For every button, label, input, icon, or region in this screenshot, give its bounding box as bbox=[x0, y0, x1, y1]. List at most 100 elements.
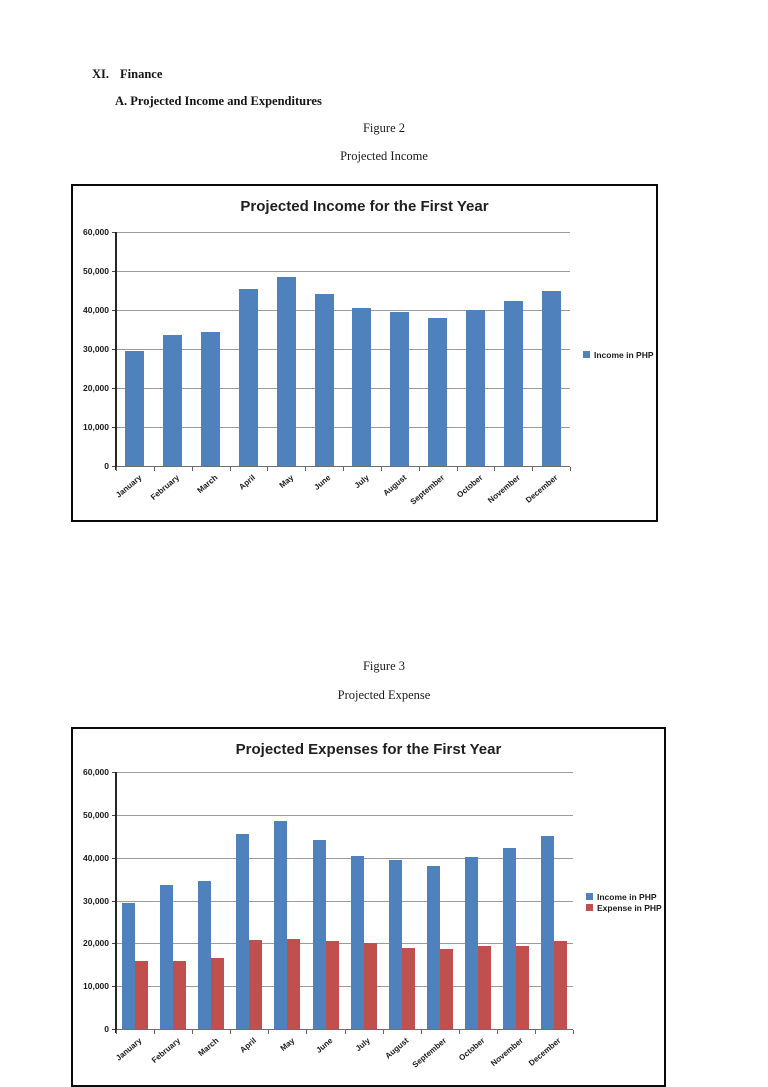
chart-title: Projected Expenses for the First Year bbox=[235, 741, 502, 758]
income-bar-july bbox=[350, 856, 364, 1029]
y-axis-tick bbox=[112, 310, 116, 311]
chart-title: Projected Income for the First Year bbox=[240, 198, 489, 215]
income-bar-march bbox=[201, 331, 221, 466]
income-bar-august bbox=[388, 860, 402, 1029]
section-title: Finance bbox=[120, 67, 163, 81]
x-axis-tick bbox=[532, 467, 534, 471]
gridline bbox=[116, 388, 570, 389]
x-axis-tick bbox=[191, 467, 193, 471]
x-axis-tick bbox=[268, 1030, 270, 1034]
gridline bbox=[116, 986, 573, 988]
x-axis-label-october: October bbox=[457, 1036, 487, 1063]
x-axis-tick bbox=[230, 1030, 232, 1034]
x-axis-label-december: December bbox=[524, 473, 560, 505]
y-axis-tick-label: 10,000 bbox=[83, 422, 109, 432]
income-bar-may bbox=[274, 821, 288, 1029]
figure3-caption: Projected Expense bbox=[337, 688, 431, 702]
x-axis-tick bbox=[116, 467, 117, 471]
income-bar-june bbox=[314, 293, 334, 466]
x-axis-label-april: April bbox=[238, 1036, 259, 1055]
figure3-label: Figure 3 bbox=[362, 659, 405, 673]
x-axis-label-january: January bbox=[114, 1036, 144, 1063]
y-axis-tick-label: 50,000 bbox=[83, 809, 109, 820]
gridline bbox=[116, 900, 573, 902]
y-axis-tick-label: 20,000 bbox=[83, 383, 109, 393]
income-bar-february bbox=[163, 334, 183, 466]
legend-entry-expense-in-php: Expense in PHP bbox=[586, 902, 662, 913]
income-bar-january bbox=[125, 351, 145, 466]
y-axis-tick-label: 30,000 bbox=[83, 895, 109, 906]
income-legend-swatch bbox=[586, 893, 593, 900]
expense-bar-june bbox=[325, 941, 339, 1029]
x-axis-tick bbox=[570, 467, 571, 471]
expense-bar-april bbox=[249, 939, 263, 1029]
y-axis-tick bbox=[112, 232, 116, 233]
expense-bar-august bbox=[401, 947, 415, 1029]
section-number: XI. bbox=[92, 67, 110, 81]
y-axis-tick bbox=[112, 772, 116, 773]
y-axis-tick bbox=[112, 943, 116, 945]
income-bar-june bbox=[312, 839, 326, 1029]
gridline bbox=[116, 427, 570, 428]
chart-legend: Income in PHP Expense in PHP bbox=[586, 891, 662, 913]
figure2-caption: Projected Income bbox=[340, 149, 428, 163]
expense-chart: Projected Expenses for the First Year 0 10… bbox=[71, 727, 666, 1087]
legend-entry-income-in-php: Income in PHP bbox=[586, 891, 662, 902]
gridline bbox=[116, 857, 573, 859]
x-axis-tick bbox=[116, 1030, 117, 1034]
y-axis-tick bbox=[112, 986, 116, 988]
gridline bbox=[116, 310, 570, 311]
y-axis-tick-label: 0 bbox=[104, 461, 109, 471]
x-axis-label-september: September bbox=[408, 473, 447, 507]
expense-bar-may bbox=[287, 939, 301, 1029]
income-bar-november bbox=[502, 848, 516, 1029]
x-axis-tick bbox=[382, 1030, 384, 1034]
x-axis-label-february: February bbox=[149, 473, 182, 502]
income-bar-december bbox=[541, 836, 554, 1029]
expense-bar-february bbox=[173, 960, 187, 1029]
x-axis-label-february: February bbox=[149, 1036, 182, 1065]
y-axis-tick-label: 40,000 bbox=[83, 305, 109, 315]
x-axis-tick bbox=[229, 467, 231, 471]
y-axis-tick-label: 10,000 bbox=[83, 981, 109, 992]
y-axis-tick-label: 30,000 bbox=[83, 344, 109, 354]
income-bar-october bbox=[464, 857, 478, 1029]
y-axis-tick-label: 20,000 bbox=[83, 938, 109, 949]
section-heading: XI. Finance bbox=[92, 67, 162, 82]
y-axis-tick-label: 40,000 bbox=[83, 852, 109, 863]
x-axis-tick bbox=[573, 1030, 574, 1034]
y-axis-tick bbox=[112, 466, 116, 467]
income-bar-january bbox=[122, 902, 135, 1029]
legend-label: Income in PHP bbox=[594, 349, 654, 360]
income-chart: Projected Income for the First Year 0 10,0… bbox=[71, 184, 658, 522]
gridline bbox=[116, 943, 573, 945]
gridline bbox=[116, 232, 570, 233]
income-bar-october bbox=[465, 309, 485, 466]
x-axis-label-june: June bbox=[314, 1036, 335, 1055]
x-axis-label-june: June bbox=[312, 473, 333, 492]
x-axis-label-march: March bbox=[195, 473, 220, 496]
y-axis-tick bbox=[112, 900, 116, 902]
x-axis-tick bbox=[153, 467, 155, 471]
income-bar-july bbox=[352, 308, 372, 466]
income-bar-may bbox=[276, 276, 296, 466]
x-axis-label-october: October bbox=[454, 473, 485, 500]
gridline bbox=[116, 271, 570, 272]
x-axis-tick bbox=[154, 1030, 156, 1034]
x-axis-label-march: March bbox=[196, 1036, 220, 1059]
x-axis-label-july: July bbox=[354, 1036, 373, 1054]
x-axis-line bbox=[116, 466, 570, 467]
legend-label: Expense in PHP bbox=[597, 902, 662, 913]
plot-area bbox=[116, 772, 573, 1030]
gridline bbox=[116, 814, 573, 816]
expense-bar-november bbox=[515, 945, 529, 1029]
x-axis-tick bbox=[306, 1030, 308, 1034]
x-axis-label-september: September bbox=[411, 1036, 449, 1070]
x-axis-tick bbox=[534, 1030, 536, 1034]
income-bar-september bbox=[426, 866, 440, 1029]
x-axis-label-january: January bbox=[114, 473, 144, 500]
x-axis-label-december: December bbox=[527, 1036, 563, 1068]
y-axis-tick-label: 0 bbox=[104, 1024, 109, 1034]
x-axis-label-july: July bbox=[352, 473, 371, 491]
income-bar-november bbox=[503, 301, 523, 466]
